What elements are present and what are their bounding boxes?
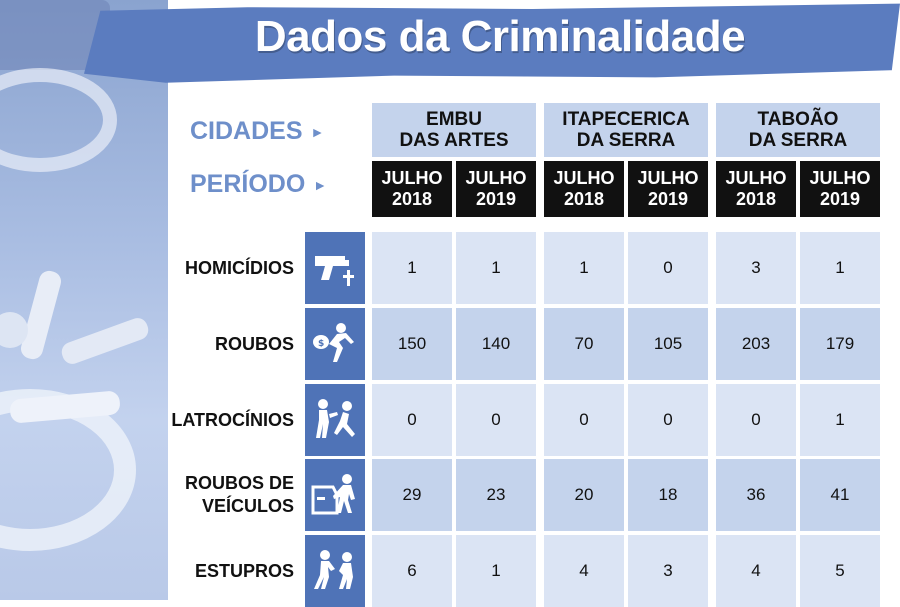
table-cell: 3 xyxy=(628,535,708,607)
svg-text:$: $ xyxy=(318,339,324,349)
row-label: LATROCÍNIOS xyxy=(150,409,294,432)
period-month: JULHO xyxy=(725,168,787,188)
city-name-line2: DAS ARTES xyxy=(399,130,509,151)
period-header: JULHO 2018 xyxy=(544,161,624,217)
city-name-line2: DA SERRA xyxy=(576,130,676,151)
fight-icon xyxy=(305,384,365,456)
car-theft-icon xyxy=(305,459,365,531)
table-cell: 0 xyxy=(372,384,452,456)
period-header: JULHO 2018 xyxy=(716,161,796,217)
table-cell: 1 xyxy=(800,232,880,304)
robber-icon: $ xyxy=(305,308,365,380)
table-cell: 6 xyxy=(372,535,452,607)
table-cell: 18 xyxy=(628,459,708,531)
period-year: 2018 xyxy=(735,189,777,209)
row-label-line1: HOMICÍDIOS xyxy=(184,257,294,278)
arrow-right-icon: ► xyxy=(310,124,325,141)
table-cell: 1 xyxy=(456,232,536,304)
city-name-line1: ITAPECERICA xyxy=(562,109,690,130)
row-label: HOMICÍDIOS xyxy=(150,257,294,280)
table-cell: 0 xyxy=(628,232,708,304)
title-banner xyxy=(84,3,900,83)
city-header: EMBU DAS ARTES xyxy=(372,103,536,157)
period-year: 2019 xyxy=(475,189,517,209)
period-year: 2019 xyxy=(819,189,861,209)
background-photo xyxy=(0,0,168,600)
period-year: 2018 xyxy=(391,189,433,209)
period-month: JULHO xyxy=(381,168,443,188)
table-cell: 23 xyxy=(456,459,536,531)
table-cell: 29 xyxy=(372,459,452,531)
periodo-label-text: PERÍODO xyxy=(190,170,306,198)
row-label-line1: LATROCÍNIOS xyxy=(171,409,294,430)
table-cell: 1 xyxy=(800,384,880,456)
table-cell: 20 xyxy=(544,459,624,531)
table-cell: 70 xyxy=(544,308,624,380)
table-cell: 4 xyxy=(544,535,624,607)
period-header: JULHO 2019 xyxy=(800,161,880,217)
table-cell: 1 xyxy=(544,232,624,304)
table-cell: 203 xyxy=(716,308,796,380)
period-month: JULHO xyxy=(553,168,615,188)
city-name-line1: EMBU xyxy=(426,109,482,130)
row-label: ESTUPROS xyxy=(150,560,294,583)
table-cell: 4 xyxy=(716,535,796,607)
table-cell: 105 xyxy=(628,308,708,380)
period-header: JULHO 2018 xyxy=(372,161,452,217)
assault-icon xyxy=(305,535,365,607)
city-name-line2: DA SERRA xyxy=(748,130,848,151)
table-cell: 140 xyxy=(456,308,536,380)
page-title: Dados da Criminalidade xyxy=(254,12,746,61)
table-cell: 41 xyxy=(800,459,880,531)
period-month: JULHO xyxy=(637,168,699,188)
table-cell: 1 xyxy=(372,232,452,304)
row-label: ROUBOS xyxy=(150,333,294,356)
table-cell: 3 xyxy=(716,232,796,304)
city-header: ITAPECERICA DA SERRA xyxy=(544,103,708,157)
row-label-line1: ROUBOS DE xyxy=(184,473,294,493)
table-cell: 150 xyxy=(372,308,452,380)
gun-icon xyxy=(305,232,365,304)
period-year: 2019 xyxy=(647,189,689,209)
row-label-line1: ESTUPROS xyxy=(194,560,294,581)
period-year: 2018 xyxy=(563,189,605,209)
city-name-line1: TABOÃO xyxy=(757,109,839,130)
table-cell: 1 xyxy=(456,535,536,607)
period-month: JULHO xyxy=(809,168,871,188)
cidades-label-text: CIDADES xyxy=(190,117,303,145)
row-label-line2: VEÍCULOS xyxy=(201,496,294,516)
table-cell: 36 xyxy=(716,459,796,531)
period-header: JULHO 2019 xyxy=(456,161,536,217)
table-cell: 0 xyxy=(628,384,708,456)
table-cell: 0 xyxy=(544,384,624,456)
table-cell: 0 xyxy=(456,384,536,456)
row-label-line1: ROUBOS xyxy=(214,333,294,354)
period-month: JULHO xyxy=(465,168,527,188)
row-label: ROUBOS DE VEÍCULOS xyxy=(150,472,294,518)
periodo-label: PERÍODO ► xyxy=(190,170,355,199)
table-cell: 0 xyxy=(716,384,796,456)
table-cell: 179 xyxy=(800,308,880,380)
arrow-right-icon: ► xyxy=(313,177,328,194)
cidades-label: CIDADES ► xyxy=(190,117,355,146)
table-cell: 5 xyxy=(800,535,880,607)
city-header: TABOÃO DA SERRA xyxy=(716,103,880,157)
period-header: JULHO 2019 xyxy=(628,161,708,217)
